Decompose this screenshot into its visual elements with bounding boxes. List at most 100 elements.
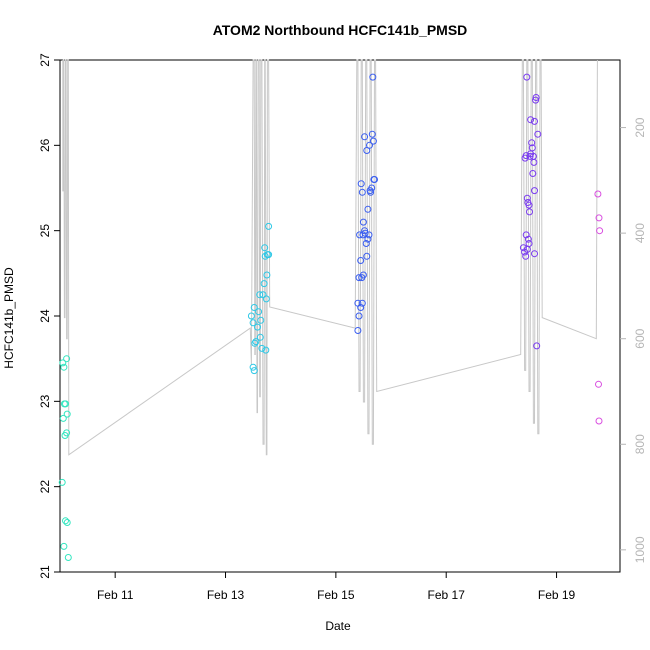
data-point [249,319,257,327]
y2-tick-label: 800 [633,434,647,454]
data-point [365,231,373,239]
data-point [533,342,541,350]
data-point [63,519,71,526]
x-axis-label: Date [325,619,351,633]
data-point [519,244,527,252]
data-point [63,410,71,418]
data-point [357,257,365,264]
data-point [532,94,540,101]
series-flight-4 [519,73,542,350]
data-point [63,355,71,363]
data-point [358,188,366,196]
data-point [354,327,362,334]
data-point [371,176,378,183]
y2-tick-label: 1000 [633,536,647,563]
data-point [529,170,537,177]
data-point [596,227,604,235]
data-point [62,400,69,408]
data-point [62,517,69,525]
x-tick-label: Feb 19 [538,588,576,602]
secondary-y-axis: 200 400 600 800 1000 [620,117,647,563]
data-point [261,244,269,252]
data-point [359,271,367,279]
data-point [59,414,67,422]
data-point [522,231,530,239]
data-point [534,130,542,138]
data-point [531,250,538,258]
data-point [64,554,72,561]
data-point [524,235,532,243]
data-point [357,180,365,188]
altitude-line [62,59,598,456]
data-point [522,252,530,260]
data-point [262,346,270,354]
series-flight-3 [354,73,378,334]
data-point [366,141,373,149]
data-point [260,280,268,288]
data-point [257,316,265,324]
data-point [361,133,369,141]
data-point [364,205,372,213]
y-tick-label: 23 [38,394,52,408]
x-tick-label: Feb 13 [207,588,245,602]
data-point [261,252,269,260]
data-point [59,359,67,367]
data-point [359,218,367,226]
data-point [251,339,259,347]
data-point [357,304,365,311]
y-axis: 21 22 23 24 25 26 27 [38,53,60,579]
data-point [63,429,71,437]
data-point [595,380,602,388]
data-point [367,188,375,196]
y-tick-label: 25 [38,224,52,238]
data-point [361,229,369,237]
x-axis: Feb 11 Feb 13 Feb 15 Feb 17 Feb 19 [97,572,576,602]
data-point [364,235,372,243]
data-point [254,323,261,331]
y-tick-label: 22 [38,480,52,494]
data-point [368,184,376,192]
data-point [355,312,363,320]
chart-title: ATOM2 Northbound HCFC141b_PMSD [213,22,468,38]
data-point [249,363,257,371]
data-point [250,304,258,311]
data-point [523,194,531,202]
data-point [368,130,376,138]
data-point [265,222,273,230]
data-point [528,144,536,152]
series-flight-1 [58,355,72,561]
x-tick-label: Feb 17 [428,588,466,602]
data-point [525,201,533,209]
x-tick-label: Feb 11 [97,588,134,602]
y2-tick-label: 200 [633,117,647,137]
y-tick-label: 24 [38,309,52,323]
data-point [369,73,377,81]
data-point [526,208,533,216]
y-tick-label: 27 [38,53,52,67]
data-point [362,240,370,247]
data-point [60,363,68,371]
data-point [522,152,530,160]
data-point [263,271,271,279]
y-tick-label: 26 [38,138,52,152]
altitude-layer [62,59,598,456]
data-point [252,338,260,346]
y2-tick-label: 400 [633,223,647,243]
data-point [358,299,366,307]
data-point [258,344,266,352]
data-point [531,117,538,125]
data-point [530,158,538,166]
data-point [58,478,66,486]
data-point [247,312,255,320]
data-point [262,295,270,303]
data-point [595,214,603,222]
data-point [259,291,267,299]
y2-tick-label: 600 [633,328,647,348]
data-point [363,252,371,260]
data-point [525,240,533,247]
points-layer [58,73,604,561]
y-axis-label: HCFC141b_PMSD [2,267,16,369]
data-point [256,291,264,299]
data-point [527,116,535,124]
data-point [526,152,534,160]
